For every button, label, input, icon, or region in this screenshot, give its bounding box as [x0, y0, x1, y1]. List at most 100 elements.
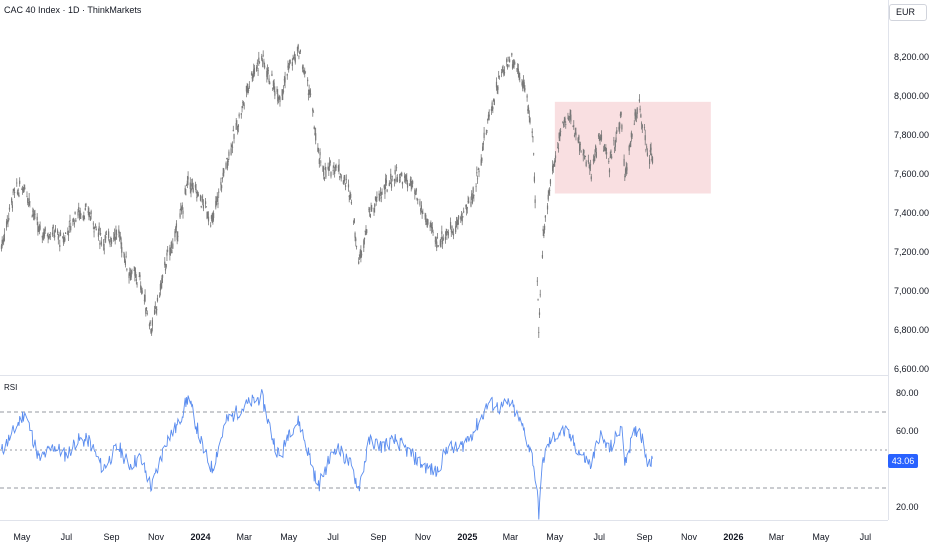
currency-selector[interactable]: EUR: [889, 4, 927, 21]
candle-body: [308, 89, 310, 91]
candle-body: [218, 191, 220, 193]
candle-body: [592, 159, 595, 162]
candle-body: [135, 279, 137, 282]
candle-body: [523, 82, 525, 87]
candle-body: [48, 237, 50, 240]
candle-body: [303, 70, 305, 75]
candle-body: [582, 153, 584, 156]
candle-body: [471, 197, 474, 204]
candle-body: [271, 73, 273, 77]
candle-body: [359, 251, 361, 257]
candle-body: [534, 199, 536, 203]
candle-body: [286, 73, 288, 76]
candle-body: [201, 196, 203, 198]
candle-body: [421, 211, 423, 214]
candle-body: [156, 297, 159, 302]
candle-body: [299, 52, 301, 54]
candle-body: [609, 156, 611, 158]
candle-body: [363, 240, 365, 248]
candle-body: [512, 62, 514, 66]
candle-body: [615, 137, 617, 142]
candle-body: [396, 167, 398, 169]
candle-body: [577, 137, 579, 142]
consolidation-zone[interactable]: [554, 101, 711, 194]
candle-body: [123, 252, 125, 254]
candle-body: [580, 151, 582, 153]
candle-body: [490, 108, 492, 111]
candle-body: [21, 189, 23, 190]
price-tick-label: 6,600.00: [894, 364, 929, 374]
candle-body: [623, 158, 625, 166]
candle-body: [594, 153, 596, 156]
candle-body: [506, 64, 509, 68]
candle-body: [284, 77, 286, 83]
candle-body: [268, 78, 270, 83]
candle-body: [11, 198, 13, 203]
candle-body: [192, 188, 194, 193]
candle-body: [651, 159, 653, 160]
candle-body: [441, 231, 443, 234]
candle-body: [343, 176, 345, 183]
candle-body: [435, 236, 437, 239]
candle-body: [125, 255, 127, 257]
candle-body: [365, 229, 367, 231]
candle-body: [498, 76, 500, 78]
candle-body: [439, 240, 441, 246]
candle-body: [547, 194, 549, 200]
candle-body: [12, 191, 14, 193]
candle-body: [47, 235, 49, 238]
candle-body: [619, 113, 622, 117]
candle-body: [441, 239, 444, 245]
candle-body: [52, 224, 54, 228]
candle-body: [169, 247, 171, 256]
candle-body: [503, 69, 505, 75]
candle-body: [603, 144, 605, 147]
candle-body: [227, 160, 229, 162]
candle-body: [370, 206, 372, 211]
candle-body: [430, 224, 432, 227]
candle-body: [328, 169, 330, 171]
candle-body: [75, 219, 77, 222]
candle-body: [153, 309, 156, 315]
candle-body: [521, 82, 523, 85]
candle-body: [444, 236, 447, 240]
candle-body: [400, 173, 402, 174]
candle-body: [649, 149, 651, 153]
candle-body: [8, 207, 11, 210]
candle-body: [277, 93, 279, 102]
candle-body: [385, 178, 387, 186]
candle-body: [257, 70, 259, 72]
candle-body: [519, 77, 521, 79]
candle-body: [221, 185, 223, 189]
time-tick-label: Nov: [681, 532, 698, 542]
candle-body: [355, 245, 358, 247]
candle-body: [83, 218, 86, 220]
candle-body: [8, 217, 10, 221]
candle-body: [507, 57, 509, 59]
candle-body: [414, 194, 417, 196]
rsi-line: [1, 389, 653, 520]
candle-body: [44, 227, 46, 232]
candle-body: [381, 191, 383, 195]
candle-body: [584, 156, 587, 157]
candle-body: [553, 164, 555, 167]
candle-body: [557, 148, 560, 149]
candle-body: [141, 290, 143, 294]
candle-body: [84, 208, 86, 211]
candle-body: [570, 114, 572, 122]
candle-body: [113, 233, 116, 238]
candle-body: [472, 187, 474, 193]
candle-body: [67, 231, 69, 235]
candle-body: [317, 147, 319, 152]
candle-body: [85, 204, 87, 206]
candle-body: [557, 147, 559, 149]
candle-body: [22, 187, 24, 193]
candle-body: [470, 201, 472, 207]
candle-body: [226, 157, 228, 159]
candle-body: [258, 61, 261, 63]
time-tick-label: Sep: [370, 532, 386, 542]
time-tick-label: Nov: [415, 532, 432, 542]
candle-body: [7, 220, 9, 223]
candle-body: [39, 225, 41, 230]
